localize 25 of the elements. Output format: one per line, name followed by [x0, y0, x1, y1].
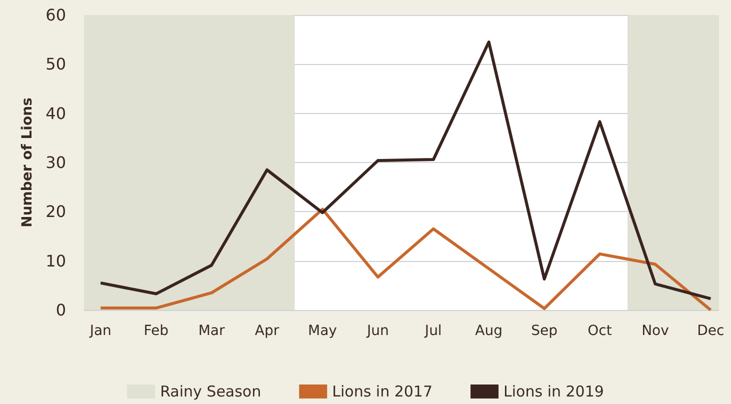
- legend-label: Lions in 2017: [332, 382, 433, 400]
- legend-label: Lions in 2019: [504, 382, 604, 400]
- x-tick-label: Oct: [588, 323, 612, 339]
- y-tick-label: 10: [46, 251, 66, 270]
- x-tick-label: Nov: [642, 323, 669, 339]
- legend-label: Rainy Season: [160, 382, 262, 400]
- y-tick-label: 30: [46, 153, 66, 172]
- x-tick-label: Jun: [366, 323, 389, 339]
- y-tick-label: 40: [46, 104, 66, 123]
- x-tick-label: Dec: [697, 323, 724, 339]
- line-series: [99, 40, 712, 300]
- y-tick-label: 50: [46, 54, 66, 74]
- x-tick-label: Mar: [198, 323, 225, 339]
- x-tick-label: Jul: [424, 323, 442, 339]
- x-tick-label: Feb: [144, 323, 169, 339]
- y-axis-title: Number of Lions: [20, 98, 36, 228]
- x-tick-label: Jan: [88, 323, 112, 339]
- x-tick-label: Apr: [254, 323, 280, 339]
- line-series: [99, 208, 712, 312]
- x-tick-label: Sep: [531, 323, 558, 339]
- y-tick-label: 60: [46, 6, 66, 24]
- y-tick-label: 20: [46, 202, 66, 222]
- x-tick-label: May: [308, 323, 337, 339]
- y-tick-label: 0: [56, 300, 66, 320]
- x-tick-label: Aug: [475, 323, 503, 339]
